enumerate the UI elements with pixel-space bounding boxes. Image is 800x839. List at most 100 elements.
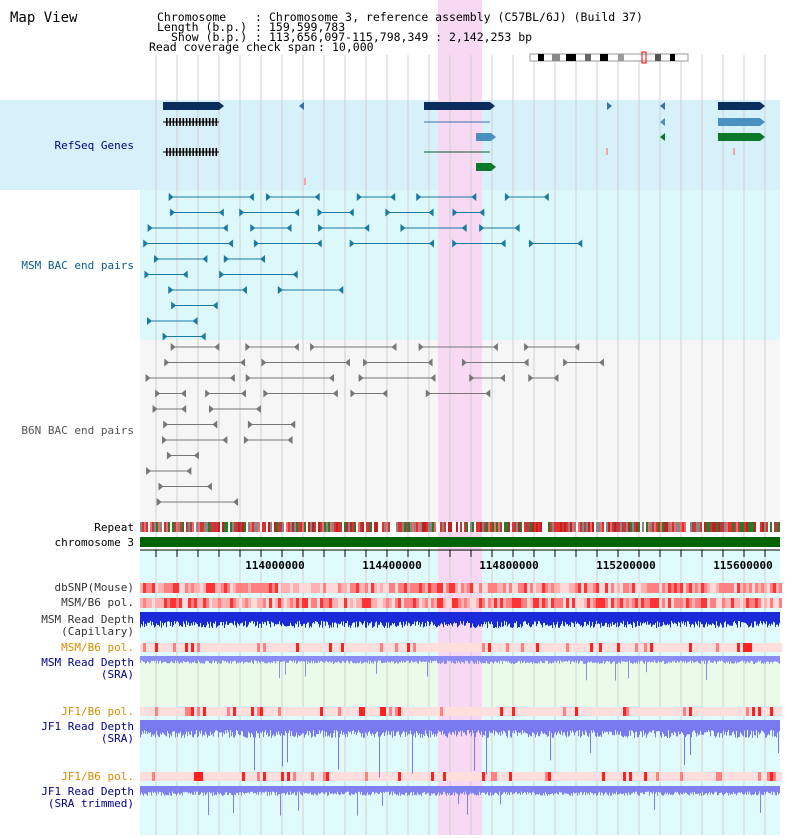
jf1-depth-sra-bar — [615, 720, 616, 731]
jf1-depth-sra-bar — [627, 720, 628, 738]
msm-depth-sra-bar — [472, 656, 473, 662]
repeat-segment — [772, 522, 774, 532]
repeat-segment — [180, 522, 182, 532]
jf1-depth-trimmed-bar — [334, 786, 335, 794]
jf1-depth-sra-bar — [646, 720, 647, 738]
jf1-depth-sra-bar — [674, 720, 675, 732]
msm-depth-sra-bar — [707, 656, 708, 664]
jf1-depth-sra-bar — [574, 720, 575, 736]
jf1-b6-pol2-heat — [149, 772, 152, 781]
msm-b6-pol2-heat — [563, 643, 566, 652]
jf1-b6-pol-heat — [431, 707, 434, 716]
repeat-segment — [652, 522, 654, 532]
jf1-b6-pol2-heat — [770, 772, 773, 781]
jf1-depth-trimmed-bar — [360, 786, 361, 795]
jf1-b6-pol2-heat — [350, 772, 353, 781]
repeat-segment — [274, 522, 276, 532]
jf1-depth-sra-bar — [220, 720, 221, 733]
jf1-depth-sra-bar — [571, 720, 572, 733]
jf1-b6-pol2-heat — [410, 772, 413, 781]
msm-b6-pol2-heat — [572, 643, 575, 652]
dbsnp-heat — [488, 583, 491, 593]
jf1-depth-sra-bar — [744, 720, 745, 731]
msm-depth-capillary-bar — [593, 612, 594, 628]
msm-b6-pol-heat — [191, 598, 194, 608]
msm-b6-pol-heat — [386, 598, 389, 608]
msm-depth-sra-bar — [329, 656, 330, 662]
msm-b6-pol2-heat — [704, 643, 707, 652]
jf1-depth-sra-bar — [516, 720, 517, 732]
msm-b6-pol-heat — [554, 598, 557, 608]
jf1-depth-sra-bar — [617, 720, 618, 732]
jf1-b6-pol2-heat — [524, 772, 527, 781]
jf1-b6-pol-heat — [257, 707, 260, 716]
jf1-depth-trimmed-bar — [213, 786, 214, 793]
repeat-segment — [556, 522, 558, 532]
msm-depth-sra-bar — [440, 656, 441, 664]
jf1-depth-sra-bar — [593, 720, 594, 731]
jf1-depth-sra-bar — [287, 720, 288, 763]
jf1-depth-sra-bar — [506, 720, 507, 736]
jf1-depth-trimmed-bar — [409, 786, 410, 796]
msm-depth-sra-bar — [578, 656, 579, 664]
msm-depth-sra-bar — [674, 656, 675, 661]
repeat-segment — [242, 522, 244, 532]
msm-depth-sra-bar — [462, 656, 463, 662]
msm-depth-sra-bar — [176, 656, 177, 664]
jf1-depth-trimmed-bar — [322, 786, 323, 793]
msm-bac-pair-end — [514, 224, 520, 232]
msm-depth-sra-bar — [536, 656, 537, 664]
repeat-segment — [176, 522, 178, 532]
jf1-depth-trimmed-bar — [421, 786, 422, 796]
jf1-depth-sra-bar — [573, 720, 574, 733]
repeat-segment — [344, 522, 346, 532]
jf1-depth-trimmed-bar — [286, 786, 287, 794]
msm-depth-sra-bar — [467, 656, 468, 661]
exon — [192, 148, 194, 156]
jf1-depth-trimmed-bar — [513, 786, 514, 794]
jf1-depth-trimmed-bar — [489, 786, 490, 796]
msm-depth-capillary-bar — [609, 612, 610, 628]
dbsnp-heat — [254, 583, 257, 593]
jf1-b6-pol-heat — [560, 707, 563, 716]
msm-depth-capillary-bar — [677, 612, 678, 627]
jf1-depth-sra-bar — [685, 720, 686, 738]
jf1-depth-trimmed-bar — [217, 786, 218, 792]
msm-b6-pol2-heat — [383, 643, 386, 652]
msm-depth-sra-bar — [476, 656, 477, 664]
jf1-depth-sra-bar — [638, 720, 639, 737]
msm-depth-capillary-bar — [758, 612, 759, 627]
repeat-segment — [376, 522, 378, 532]
dbsnp-heat — [161, 583, 164, 593]
repeat-segment — [406, 522, 408, 532]
jf1-depth-trimmed-bar — [729, 786, 730, 793]
msm-depth-sra-bar — [529, 656, 530, 663]
jf1-depth-sra-bar — [608, 720, 609, 735]
jf1-depth-sra-bar — [162, 720, 163, 733]
jf1-depth-trimmed-bar — [159, 786, 160, 792]
jf1-depth-trimmed-bar — [655, 786, 656, 794]
msm-depth-sra-bar — [296, 656, 297, 664]
msm-depth-capillary-bar — [254, 612, 255, 622]
msm-b6-pol-heat — [341, 598, 344, 608]
jf1-depth-trimmed-bar — [349, 786, 350, 795]
gene-tick — [304, 178, 306, 185]
msm-depth-sra-bar — [455, 656, 456, 664]
jf1-b6-pol2-heat — [779, 772, 782, 781]
jf1-b6-pol2-heat — [500, 772, 503, 781]
msm-depth-capillary-bar — [584, 612, 585, 622]
msm-depth-sra-bar — [706, 656, 707, 681]
jf1-depth-sra-bar — [307, 720, 308, 731]
jf1-depth-sra-bar — [517, 720, 518, 737]
msm-depth-capillary-bar — [332, 612, 333, 623]
jf1-depth-trimmed-bar — [194, 786, 195, 792]
jf1-depth-sra-bar — [155, 720, 156, 738]
jf1-depth-trimmed-bar — [244, 786, 245, 795]
msm-b6-pol-heat — [320, 598, 323, 608]
jf1-b6-pol-heat — [533, 707, 536, 716]
jf1-depth-sra-bar — [561, 720, 562, 731]
jf1-b6-pol2-heat — [578, 772, 581, 781]
jf1-depth-sra-bar — [186, 720, 187, 732]
msm-depth-sra-bar — [225, 656, 226, 662]
